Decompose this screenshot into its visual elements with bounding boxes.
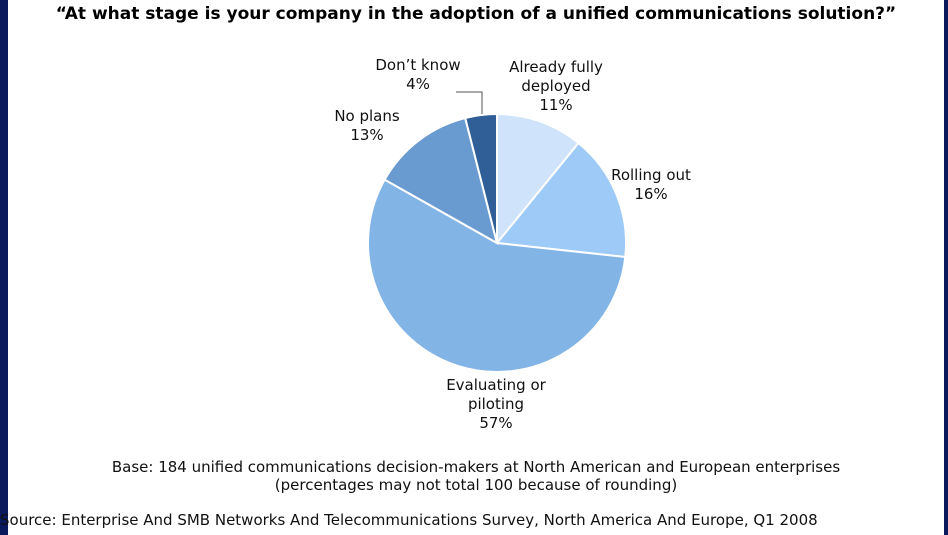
base-footnote-line2: (percentages may not total 100 because o…	[274, 476, 678, 494]
chart-panel: “At what stage is your company in the ad…	[8, 0, 944, 535]
pie-slice-4	[464, 112, 498, 244]
base-footnote: Base: 184 unified communications decisio…	[8, 458, 944, 494]
slice-label-1: Rolling out 16%	[611, 166, 691, 203]
chart-title: “At what stage is your company in the ad…	[55, 4, 897, 24]
base-footnote-line1: Base: 184 unified communications decisio…	[111, 458, 841, 476]
pie-slice-3	[383, 116, 499, 246]
pie-slice-0	[496, 112, 580, 246]
pie-slice-1	[495, 141, 627, 259]
pie-slice-2	[367, 178, 627, 373]
pie-chart: Already fully deployed 11% Rolling out 16% Ev…	[334, 56, 691, 432]
slice-label-0: Already fully deployed 11%	[509, 58, 603, 114]
source-note: Source: Enterprise And SMB Networks And …	[0, 511, 818, 529]
slice-label-3: No plans 13%	[334, 107, 400, 144]
slice-label-2: Evaluating or piloting 57%	[446, 376, 546, 432]
leader-line-dont-know	[456, 91, 483, 114]
slice-label-4: Don’t know 4%	[375, 56, 460, 93]
